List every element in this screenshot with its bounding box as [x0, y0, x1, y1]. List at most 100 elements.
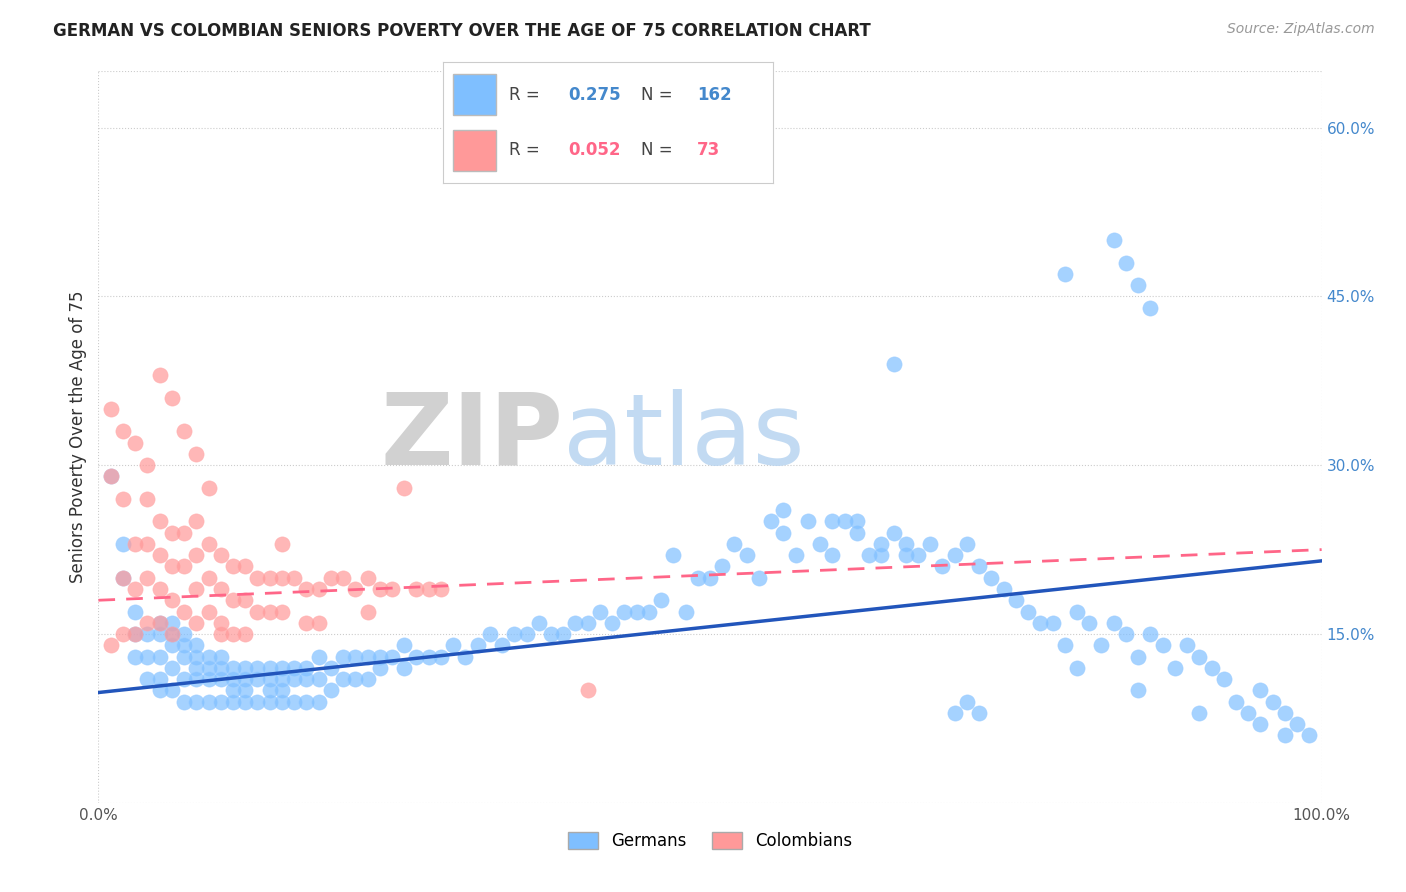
Point [894, 537, 917, 551]
Point [1274, 728, 1296, 742]
Point [149, 515, 172, 529]
Point [943, 548, 966, 562]
Point [662, 548, 685, 562]
Point [186, 515, 208, 529]
Text: N =: N = [641, 86, 678, 104]
Point [233, 672, 256, 686]
Point [233, 694, 256, 708]
Point [124, 627, 146, 641]
Point [1298, 728, 1320, 742]
Point [637, 605, 661, 619]
Point [259, 683, 281, 698]
Point [931, 559, 953, 574]
Point [1128, 683, 1150, 698]
Point [295, 672, 318, 686]
Point [1188, 706, 1211, 720]
Point [197, 672, 219, 686]
Point [308, 649, 330, 664]
Point [270, 694, 294, 708]
Point [956, 537, 979, 551]
Point [160, 627, 183, 641]
Point [270, 683, 294, 698]
Point [589, 605, 612, 619]
Point [1042, 615, 1064, 630]
Point [332, 672, 354, 686]
Point [197, 481, 219, 495]
Point [478, 627, 501, 641]
Point [209, 615, 232, 630]
Point [527, 615, 550, 630]
Point [149, 368, 172, 383]
Text: atlas: atlas [564, 389, 804, 485]
Point [392, 661, 416, 675]
Point [197, 537, 219, 551]
Point [246, 605, 269, 619]
Point [761, 515, 783, 529]
Point [270, 672, 294, 686]
Point [356, 571, 378, 585]
Point [173, 525, 195, 540]
Point [381, 582, 404, 596]
Point [405, 649, 427, 664]
Point [1261, 694, 1284, 708]
Point [1017, 605, 1039, 619]
Point [920, 537, 942, 551]
Point [197, 649, 219, 664]
Point [1188, 649, 1211, 664]
Point [149, 582, 172, 596]
Point [675, 605, 697, 619]
Point [430, 649, 453, 664]
FancyBboxPatch shape [453, 75, 496, 115]
Point [222, 683, 245, 698]
Point [392, 638, 416, 652]
Text: 0.275: 0.275 [568, 86, 621, 104]
Text: ZIP: ZIP [381, 389, 564, 485]
Point [173, 605, 195, 619]
Point [160, 593, 183, 607]
Point [1128, 278, 1150, 293]
Point [186, 548, 208, 562]
Point [186, 615, 208, 630]
Point [319, 683, 342, 698]
Text: R =: R = [509, 141, 546, 160]
Point [186, 582, 208, 596]
Point [1078, 615, 1101, 630]
Point [1066, 661, 1088, 675]
Point [124, 649, 146, 664]
Point [186, 447, 208, 461]
Point [1102, 233, 1125, 247]
Point [111, 571, 134, 585]
Point [173, 627, 195, 641]
Point [368, 649, 391, 664]
Point [626, 605, 648, 619]
Point [308, 582, 330, 596]
Point [711, 559, 734, 574]
Point [173, 672, 195, 686]
Point [392, 481, 416, 495]
Point [173, 425, 195, 439]
Point [209, 661, 232, 675]
Point [173, 559, 195, 574]
Text: R =: R = [509, 86, 546, 104]
Point [540, 627, 562, 641]
Point [319, 661, 342, 675]
Text: 0.052: 0.052 [568, 141, 621, 160]
Point [222, 593, 245, 607]
Point [124, 537, 146, 551]
Point [149, 615, 172, 630]
Point [173, 638, 195, 652]
Point [270, 537, 294, 551]
Point [160, 683, 183, 698]
Point [356, 649, 378, 664]
Point [186, 672, 208, 686]
Point [405, 582, 427, 596]
Point [1139, 627, 1161, 641]
Point [259, 694, 281, 708]
Point [233, 559, 256, 574]
Point [222, 661, 245, 675]
Point [381, 649, 404, 664]
Point [295, 661, 318, 675]
Point [883, 525, 905, 540]
Point [283, 571, 305, 585]
Point [186, 694, 208, 708]
